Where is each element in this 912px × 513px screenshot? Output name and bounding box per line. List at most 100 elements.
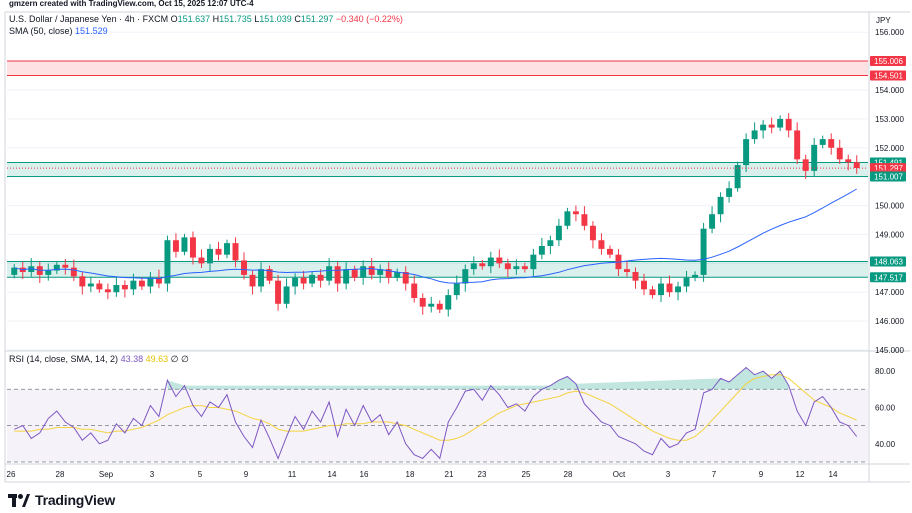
candle-body: [181, 237, 188, 252]
candle-body: [70, 267, 77, 277]
candle-body: [385, 269, 392, 278]
candle-body: [79, 276, 86, 287]
time-tick-label: 14: [328, 470, 337, 479]
candle-body: [45, 270, 52, 275]
candle-body: [207, 248, 213, 264]
candle-body: [777, 118, 784, 128]
candle-body: [700, 228, 707, 275]
price-tick-label: 156.000: [875, 28, 904, 37]
candle-body: [709, 214, 716, 229]
candle-body: [623, 269, 630, 272]
rsi-ma-line: [14, 374, 857, 441]
rsi-overbought-fill: [167, 367, 789, 390]
candle-body: [351, 269, 358, 278]
candle-body: [641, 280, 647, 290]
candle-body: [334, 266, 341, 284]
candle-body: [717, 196, 724, 215]
candle-body: [853, 162, 860, 168]
candle-body: [760, 124, 767, 131]
candle-body: [360, 266, 367, 278]
time-tick-label: 9: [759, 470, 764, 479]
time-tick-label: 28: [564, 470, 573, 479]
candle-body: [198, 257, 205, 264]
candle-body: [147, 277, 154, 287]
candle-body: [692, 274, 699, 278]
time-tick-label: 18: [406, 470, 415, 479]
candle-body: [504, 263, 511, 270]
candle-body: [496, 257, 503, 264]
support-zone: [7, 162, 868, 177]
candle-body: [189, 237, 196, 258]
candle-body: [445, 295, 452, 310]
candle-body: [232, 243, 239, 261]
price-label-text: 151.007: [874, 172, 903, 181]
rsi-tick-label: 60.00: [875, 403, 896, 412]
price-tick-label: 152.000: [875, 144, 904, 153]
time-tick-label: 5: [198, 470, 203, 479]
candle-body: [726, 188, 733, 197]
price-label-badge: [870, 70, 906, 81]
candle-body: [292, 277, 299, 287]
candle-body: [87, 283, 94, 287]
price-label-badge: [870, 256, 906, 267]
candle-body: [598, 240, 605, 249]
time-tick-label: 9: [244, 470, 249, 479]
candle-body: [411, 283, 418, 298]
sma-line: [14, 188, 857, 284]
candle-body: [547, 240, 554, 246]
price-tick-label: 150.000: [875, 202, 904, 211]
candle-body: [768, 124, 775, 128]
candle-body: [326, 266, 333, 281]
candle-body: [283, 286, 290, 304]
candle-body: [828, 139, 835, 148]
candle-body: [428, 303, 435, 307]
candle-body: [470, 263, 477, 270]
time-tick-label: 26: [7, 470, 16, 479]
chart-credit: gmzern created with TradingView.com, Oct…: [9, 0, 254, 8]
candle-body: [555, 225, 562, 241]
candle-body: [572, 211, 579, 215]
candle-body: [589, 225, 596, 241]
candle-body: [649, 289, 656, 296]
candle-body: [802, 159, 809, 171]
candle-body: [513, 266, 520, 270]
candle-body: [811, 144, 818, 171]
candle-body: [394, 272, 401, 278]
time-tick-label: 25: [522, 470, 531, 479]
time-tick-label: 12: [796, 470, 805, 479]
candle-body: [62, 264, 69, 268]
candle-body: [121, 285, 128, 290]
candle-body: [819, 139, 826, 145]
price-tick-label: 149.000: [875, 230, 904, 239]
change-value: −0.340 (−0.22%): [335, 14, 403, 24]
symbol-title: U.S. Dollar / Japanese Yen · 4h · FXCM: [9, 14, 169, 24]
candle-body: [309, 274, 316, 284]
candle-body: [155, 277, 162, 284]
candle-body: [138, 280, 145, 287]
candle-body: [224, 243, 230, 255]
rsi-tick-label: 80.00: [875, 367, 896, 376]
rsi-tick-label: 40.00: [875, 440, 896, 449]
candle-body: [28, 266, 35, 272]
support-zone: [7, 261, 868, 278]
time-tick-label: 11: [288, 470, 297, 479]
time-tick-label: 28: [56, 470, 65, 479]
candle-body: [402, 272, 409, 284]
candle-body: [479, 263, 486, 267]
candle-body: [675, 286, 682, 293]
time-tick-label: Sep: [99, 470, 114, 479]
candle-body: [172, 240, 179, 252]
time-tick-label: 14: [829, 470, 838, 479]
candle-body: [462, 269, 469, 284]
candle-body: [377, 269, 384, 275]
candle-body: [419, 298, 426, 307]
tradingview-logo[interactable]: TradingView: [8, 492, 115, 508]
price-label-text: 148.063: [874, 258, 903, 267]
rsi-line: [14, 366, 858, 460]
candle-body: [215, 248, 222, 255]
candle-body: [530, 254, 537, 270]
candle-body: [300, 277, 307, 284]
time-tick-label: Oct: [613, 470, 626, 479]
candle-body: [436, 303, 443, 310]
